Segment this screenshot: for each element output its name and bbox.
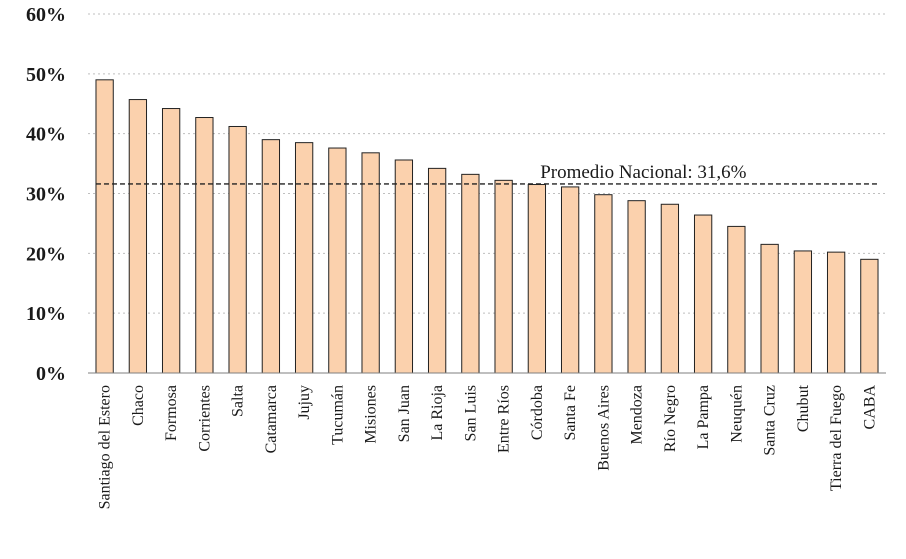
y-tick-label: 60% <box>26 4 66 26</box>
x-tick-label: Santa Fe <box>562 385 579 441</box>
x-tick-label: San Luis <box>462 385 479 441</box>
bar <box>494 179 513 374</box>
bar <box>727 225 746 374</box>
bar <box>594 194 613 374</box>
x-tick-label: CABA <box>861 385 878 430</box>
average-line-group: Promedio Nacional: 31,6% <box>95 162 878 185</box>
x-tick-label: Formosa <box>163 385 180 441</box>
x-tick-label: Corrientes <box>196 385 213 452</box>
bar <box>261 139 281 374</box>
y-tick-label: 40% <box>26 124 66 146</box>
bars <box>95 79 879 374</box>
bar <box>461 173 480 374</box>
bar <box>128 99 148 374</box>
y-tick-label: 0% <box>36 363 66 385</box>
y-axis-ticks: 0% 10% 20% 30% 40% 50% 60% <box>26 4 66 385</box>
x-tick-label: Entre Ríos <box>496 385 513 453</box>
bar <box>361 152 380 374</box>
bar <box>560 186 580 374</box>
bar <box>760 243 779 374</box>
x-tick-label: Chubut <box>795 384 812 432</box>
bar <box>627 200 646 374</box>
bar <box>161 108 181 374</box>
bar <box>294 142 314 374</box>
x-tick-label: Chaco <box>130 385 147 426</box>
bar <box>826 251 846 374</box>
y-tick-label: 50% <box>26 64 66 86</box>
bar <box>693 214 713 374</box>
bar <box>195 117 214 374</box>
x-tick-label: Santa Cruz <box>762 385 779 456</box>
bar <box>394 159 414 374</box>
grid-lines <box>88 13 886 314</box>
bar <box>328 147 347 374</box>
y-tick-label: 10% <box>26 303 66 325</box>
x-tick-label: Tierra del Fuego <box>828 385 845 491</box>
x-tick-label: Neuquén <box>728 385 745 443</box>
average-label: Promedio Nacional: 31,6% <box>540 162 746 183</box>
x-tick-label: San Juan <box>396 385 413 442</box>
x-tick-label: La Pampa <box>695 385 712 449</box>
bar <box>527 184 547 374</box>
x-tick-label: Catamarca <box>263 385 280 453</box>
bar <box>95 79 114 374</box>
bar <box>860 258 879 374</box>
x-tick-label: La Rioja <box>429 385 446 441</box>
x-tick-label: Buenos Aires <box>595 385 612 471</box>
x-tick-label: Salta <box>230 385 247 417</box>
bar <box>228 125 247 374</box>
x-axis-ticks: Santiago del Estero Chaco Formosa Corriente… <box>97 384 879 509</box>
bar <box>427 167 447 374</box>
x-tick-label: Santiago del Estero <box>97 385 114 509</box>
x-tick-label: Misiones <box>363 385 380 444</box>
x-tick-label: Jujuy <box>296 385 313 420</box>
x-tick-label: Río Negro <box>662 385 679 452</box>
bar <box>660 203 680 374</box>
x-tick-label: Mendoza <box>629 385 646 445</box>
y-tick-label: 20% <box>26 243 66 265</box>
x-tick-label: Córdoba <box>529 385 546 440</box>
x-tick-label: Tucumán <box>329 385 346 445</box>
y-tick-label: 30% <box>26 184 66 206</box>
bar <box>793 250 813 374</box>
